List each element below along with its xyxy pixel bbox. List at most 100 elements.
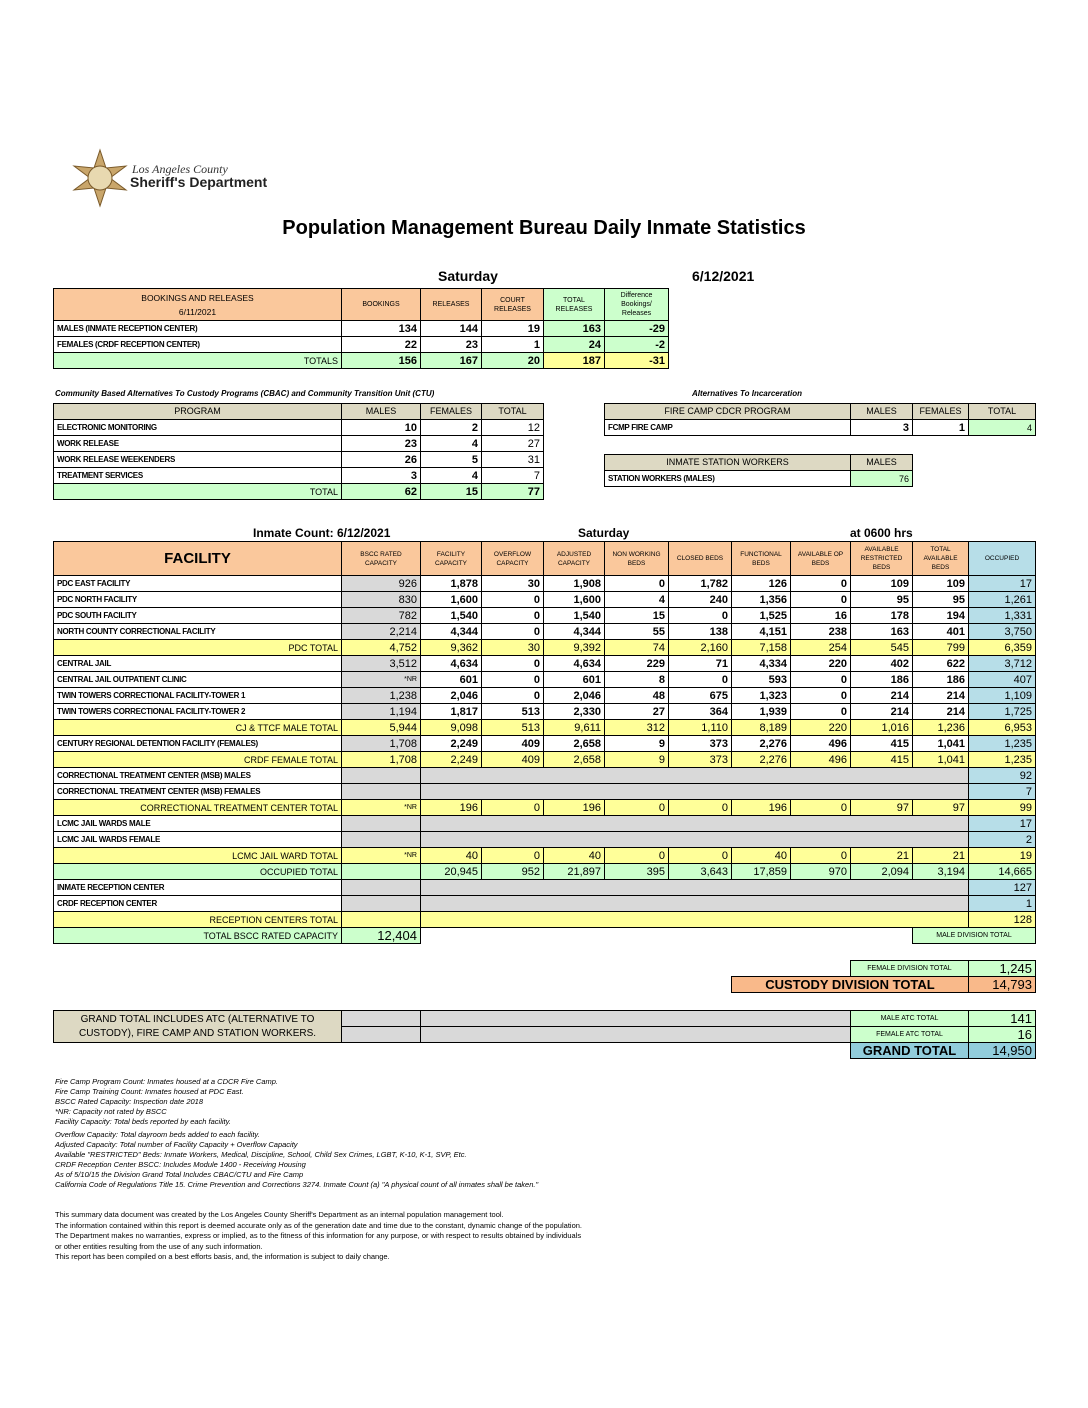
col-court-releases: COURT RELEASES (481, 288, 544, 321)
cell: 12 (481, 419, 544, 436)
cell: 675 (668, 687, 732, 704)
footnote-line: BSCC Rated Capacity: Inspection date 201… (55, 1097, 204, 1106)
cell: 254 (790, 639, 851, 656)
facility-row: PDC SOUTH FACILITY 782 1,540 0 1,540 15 0 1,525… (53, 607, 1036, 624)
cell: 0 (668, 671, 732, 688)
cell: 5 (420, 451, 482, 468)
fire-camp-table: FIRE CAMP CDCR PROGRAM MALES FEMALES TOT… (604, 403, 1036, 436)
cbac-row: WORK RELEASE WEEKENDERS 26 5 31 (53, 451, 544, 468)
col-releases: RELEASES (420, 288, 482, 321)
cell: 26 (341, 451, 421, 468)
cell: 74 (604, 639, 669, 656)
bookings-date: 6/11/2021 (178, 306, 217, 317)
cell: 970 (790, 863, 851, 880)
cell: 2,330 (543, 703, 605, 720)
cell: 186 (912, 671, 969, 688)
cell: 71 (668, 655, 732, 672)
facility-row: LCMC JAIL WARDS MALE 17 (53, 815, 1036, 832)
report-date: 6/12/2021 (692, 268, 755, 284)
col-total: TOTAL (968, 403, 1036, 420)
facility-col-header: AVAILABLE RESTRICTED BEDS (850, 541, 913, 576)
cell: 1 (968, 895, 1036, 912)
cell: 2,276 (731, 735, 791, 752)
cell: 3,712 (968, 655, 1036, 672)
row-label: LCMC JAIL WARDS MALE (53, 815, 342, 832)
cell: 0 (604, 847, 669, 864)
cell: 55 (604, 623, 669, 640)
cell: 21 (850, 847, 913, 864)
grey-cell (341, 815, 421, 832)
facility-row: CORRECTIONAL TREATMENT CENTER (MSB) FEMA… (53, 783, 1036, 800)
grey-cell (420, 1026, 851, 1043)
grand-total-table: GRAND TOTAL INCLUDES ATC (ALTERNATIVE TO… (53, 1010, 1036, 1059)
cell: 109 (850, 575, 913, 592)
grand-total-row: GRAND TOTAL 14,950 (54, 1042, 1036, 1059)
cell: 95 (850, 591, 913, 608)
cbac-caption: Community Based Alternatives To Custody … (55, 389, 435, 398)
cell: 0 (790, 591, 851, 608)
cell: 9,362 (420, 639, 482, 656)
row-label: NORTH COUNTY CORRECTIONAL FACILITY (53, 623, 342, 640)
cell: 0 (481, 847, 544, 864)
cell: 1,708 (341, 751, 421, 768)
cell: 2,249 (420, 735, 482, 752)
footnote-line: California Code of Regulations Title 15.… (55, 1180, 539, 1189)
cell: 0 (790, 671, 851, 688)
row-label: MALES (INMATE RECEPTION CENTER) (53, 320, 342, 337)
cell: -31 (604, 352, 669, 369)
cell: 214 (912, 703, 969, 720)
row-label: CENTRAL JAIL OUTPATIENT CLINIC (53, 671, 342, 688)
cell: 952 (481, 863, 544, 880)
facility-col-header: TOTAL AVAILABLE BEDS (912, 541, 969, 576)
footnote-line: Overflow Capacity: Total dayroom beds ad… (55, 1130, 260, 1139)
cell: *NR (341, 671, 421, 688)
row-label: FEMALES (CRDF RECEPTION CENTER) (53, 336, 342, 353)
cell: 1,600 (543, 591, 605, 608)
cell: 496 (790, 735, 851, 752)
cell: 3,643 (668, 863, 732, 880)
cell: 196 (731, 799, 791, 816)
cell: 1,016 (850, 719, 913, 736)
cell: 30 (481, 575, 544, 592)
cbac-total-row: TOTAL 62 15 77 (53, 483, 544, 500)
cell: 4,634 (420, 655, 482, 672)
grand-total-label: GRAND TOTAL (850, 1042, 969, 1059)
bookings-table: BOOKINGS AND RELEASES 6/11/2021 BOOKINGS … (53, 288, 669, 369)
facility-row: PDC NORTH FACILITY 830 1,600 0 1,600 4 240 1,35… (53, 591, 1036, 608)
cell: *NR (341, 799, 421, 816)
cell: 1,356 (731, 591, 791, 608)
cell: 17 (968, 815, 1036, 832)
cell: 30 (481, 639, 544, 656)
grey-span (420, 895, 969, 912)
yellow-cell (341, 911, 421, 928)
grey-span (420, 879, 969, 896)
cell: 1,525 (731, 607, 791, 624)
row-label: WORK RELEASE (53, 435, 342, 452)
cell: 22 (341, 336, 421, 353)
footnote-line: Facility Capacity: Total beds reported b… (55, 1117, 231, 1126)
cbac-table: PROGRAM MALES FEMALES TOTAL ELECTRONIC M… (53, 403, 544, 500)
facility-row: CORRECTIONAL TREATMENT CENTER (MSB) MALE… (53, 767, 1036, 784)
cell: 187 (543, 352, 605, 369)
grey-span (420, 767, 969, 784)
cell: 0 (668, 799, 732, 816)
col-total: TOTAL (481, 403, 544, 420)
cell: 220 (790, 655, 851, 672)
cell: 4,344 (420, 623, 482, 640)
cell: 1,908 (543, 575, 605, 592)
facility-row: CENTURY REGIONAL DETENTION FACILITY (FEM… (53, 735, 1036, 752)
cbac-row: TREATMENT SERVICES 3 4 7 (53, 467, 544, 484)
cell: 20 (481, 352, 544, 369)
female-division-row: FEMALE DIVISION TOTAL 1,245 (732, 960, 1036, 977)
inmate-count-time: at 0600 hrs (850, 526, 913, 540)
logo-line2: Sheriff's Department (130, 174, 268, 190)
custody-division-label: CUSTODY DIVISION TOTAL (731, 976, 969, 993)
cell: 782 (341, 607, 421, 624)
cell: 3,512 (341, 655, 421, 672)
row-label: TWIN TOWERS CORRECTIONAL FACILITY-TOWER … (53, 687, 342, 704)
grey-cell (341, 831, 421, 848)
cell: 364 (668, 703, 732, 720)
cell: 1,782 (668, 575, 732, 592)
col-males: MALES (341, 403, 421, 420)
